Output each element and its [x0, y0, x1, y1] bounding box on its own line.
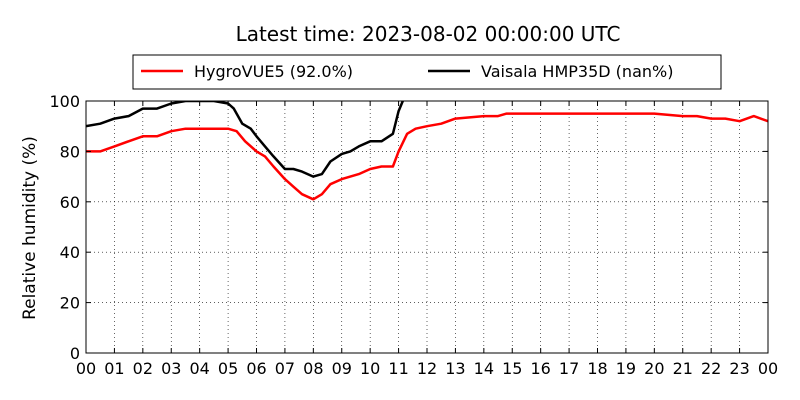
y-tick-label: 40	[60, 243, 80, 262]
y-tick-label: 0	[70, 344, 80, 363]
y-tick-label: 60	[60, 193, 80, 212]
x-tick-label: 18	[587, 359, 607, 378]
y-axis-ticks: 0 20 40 60 80 100	[49, 92, 768, 363]
chart-title: Latest time: 2023-08-02 00:00:00 UTC	[236, 22, 621, 46]
y-tick-label: 20	[60, 294, 80, 313]
x-tick-label: 22	[701, 359, 721, 378]
y-tick-label: 80	[60, 142, 80, 161]
x-tick-label: 01	[104, 359, 124, 378]
x-tick-label: 16	[530, 359, 550, 378]
y-axis-label: Relative humidity (%)	[20, 136, 40, 320]
grid-lines	[85, 100, 769, 354]
x-tick-label: 10	[360, 359, 380, 378]
x-tick-label: 07	[275, 359, 295, 378]
x-tick-label: 02	[133, 359, 153, 378]
legend: HygroVUE5 (92.0%) Vaisala HMP35D (nan%)	[132, 54, 722, 90]
x-tick-label: 09	[332, 359, 352, 378]
x-tick-label: 21	[673, 359, 693, 378]
x-tick-label: 08	[303, 359, 323, 378]
legend-label-hygrovue5: HygroVUE5 (92.0%)	[194, 62, 353, 81]
legend-label-vaisala: Vaisala HMP35D (nan%)	[481, 62, 673, 81]
x-tick-label: 11	[388, 359, 408, 378]
y-tick-label: 100	[49, 92, 80, 111]
x-tick-label: 20	[644, 359, 664, 378]
series-line-vaisala	[86, 101, 405, 178]
x-tick-label: 06	[246, 359, 266, 378]
x-tick-label: 05	[218, 359, 238, 378]
series-line-hygrovue5	[86, 112, 768, 201]
x-tick-label: 00	[758, 359, 778, 378]
x-tick-label: 14	[474, 359, 494, 378]
legend-box	[132, 54, 722, 90]
x-tick-label: 03	[161, 359, 181, 378]
x-tick-label: 15	[502, 359, 522, 378]
x-tick-label: 04	[189, 359, 209, 378]
x-tick-label: 00	[76, 359, 96, 378]
x-tick-label: 13	[445, 359, 465, 378]
x-tick-label: 12	[417, 359, 437, 378]
x-tick-label: 23	[729, 359, 749, 378]
x-tick-label: 19	[616, 359, 636, 378]
plot-frame	[85, 100, 769, 354]
x-tick-label: 17	[559, 359, 579, 378]
x-axis-ticks: 00 01 02 03 04 05 06 07 08 09 10 11 12 13 14 15 16 17 18 19…	[76, 101, 778, 378]
